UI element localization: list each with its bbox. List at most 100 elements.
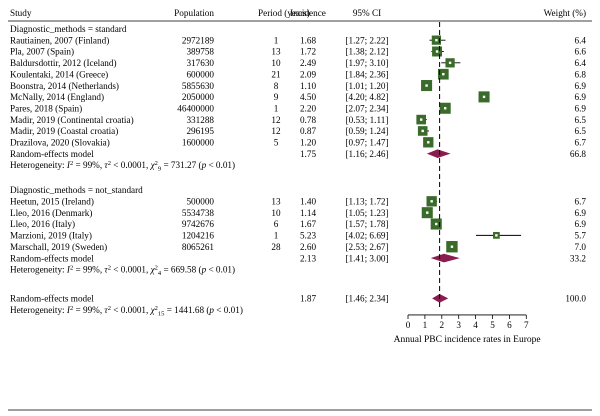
study-weight-9: 6.7 — [575, 138, 587, 148]
study-period-12: 6 — [274, 219, 279, 229]
study-point-10 — [430, 200, 433, 203]
study-ci-14: [2.53; 2.67] — [345, 242, 388, 252]
x-tick-label-1: 1 — [423, 320, 428, 330]
group-heterogeneity-1-part-5: < 0.0001, — [111, 265, 151, 275]
group-heterogeneity-1-part-7: 2 — [155, 265, 158, 272]
group-heterogeneity-1-part-4: 2 — [108, 265, 111, 272]
group-heterogeneity-0-part-5: < 0.0001, — [111, 160, 151, 170]
study-incidence-7: 0.78 — [300, 115, 316, 125]
study-name-8: Madir, 2019 (Coastal croatia) — [10, 126, 118, 136]
overall-heterogeneity-part-5: < 0.0001, — [111, 305, 151, 315]
x-tick-label-4: 4 — [473, 320, 478, 330]
overall-diamond — [432, 294, 449, 303]
group-diamond-0 — [426, 149, 451, 158]
study-period-14: 28 — [271, 242, 281, 252]
x-axis-label: Annual PBC incidence rates in Europe — [394, 335, 541, 345]
overall-heterogeneity-part-9: = 1441.68 ( — [164, 305, 209, 315]
study-incidence-3: 2.09 — [300, 69, 316, 79]
study-period-6: 1 — [274, 103, 279, 113]
group-heterogeneity-0-part-3: τ — [104, 160, 108, 170]
overall-heterogeneity: Heterogeneity: I2 = 99%, τ2 < 0.0001, χ2… — [10, 305, 243, 318]
study-ci-7: [0.53; 1.11] — [346, 115, 389, 125]
study-population-3: 600000 — [186, 69, 214, 79]
x-tick-label-0: 0 — [406, 320, 411, 330]
study-weight-7: 6.5 — [575, 115, 587, 125]
header-population: Population — [174, 8, 214, 18]
group-diamond-1 — [430, 253, 460, 263]
study-period-13: 1 — [274, 231, 279, 241]
study-period-3: 21 — [271, 69, 281, 79]
group-heterogeneity-1-part-8: 4 — [158, 270, 162, 277]
study-point-3 — [442, 73, 445, 76]
study-period-11: 10 — [271, 208, 281, 218]
study-name-12: Lleo, 2016 (Italy) — [10, 219, 75, 229]
group-heterogeneity-1-part-10: p — [201, 265, 207, 275]
group-heterogeneity-1-part-11: < 0.01) — [206, 265, 235, 275]
study-weight-14: 7.0 — [575, 242, 587, 252]
study-weight-12: 6.9 — [575, 219, 587, 229]
study-weight-1: 6.6 — [575, 47, 587, 57]
study-name-1: Pla, 2007 (Spain) — [10, 47, 74, 57]
study-weight-0: 6.4 — [575, 35, 587, 45]
group-summary-label-0: Random-effects model — [10, 149, 94, 159]
group-heterogeneity-0-prefix: Heterogeneity: — [10, 160, 67, 170]
group-heterogeneity-1: Heterogeneity: I2 = 99%, τ2 < 0.0001, χ2… — [10, 265, 235, 278]
study-name-11: Lleo, 2016 (Denmark) — [10, 208, 92, 218]
study-incidence-2: 2.49 — [300, 58, 316, 68]
group-heterogeneity-0-part-7: 2 — [155, 160, 158, 167]
group-label-1: Diagnostic_methods = not_standard — [10, 185, 143, 195]
study-weight-13: 5.7 — [575, 231, 587, 241]
x-tick-label-2: 2 — [440, 320, 445, 330]
overall-heterogeneity-part-4: 2 — [108, 305, 111, 312]
study-incidence-4: 1.10 — [300, 81, 316, 91]
study-incidence-9: 1.20 — [300, 138, 316, 148]
study-name-7: Madir, 2019 (Continental croatia) — [10, 115, 134, 125]
x-tick-label-3: 3 — [456, 320, 461, 330]
study-name-6: Pares, 2018 (Spain) — [10, 103, 82, 113]
study-weight-11: 6.9 — [575, 208, 587, 218]
study-weight-5: 6.9 — [575, 92, 587, 102]
group-heterogeneity-0-part-6: χ — [150, 160, 156, 170]
group-heterogeneity-1-part-3: τ — [104, 265, 108, 275]
study-name-2: Baldursdottir, 2012 (Iceland) — [10, 58, 117, 68]
study-population-8: 296195 — [186, 126, 214, 136]
study-period-1: 13 — [271, 47, 281, 57]
group-heterogeneity-0-part-1: 2 — [70, 160, 73, 167]
group-summary-ci-1: [1.41; 3.00] — [345, 253, 388, 263]
header-study: Study — [10, 8, 32, 18]
study-population-9: 1600000 — [182, 138, 215, 148]
study-population-12: 9742676 — [182, 219, 215, 229]
study-ci-5: [4.20; 4.82] — [345, 92, 388, 102]
study-weight-4: 6.9 — [575, 81, 587, 91]
overall-weight: 100.0 — [565, 294, 586, 304]
group-heterogeneity-0-part-11: < 0.01) — [206, 160, 235, 170]
study-name-9: Drazilova, 2020 (Slovakia) — [10, 138, 110, 148]
group-heterogeneity-0-part-8: 9 — [158, 166, 161, 173]
study-population-0: 2972189 — [182, 35, 215, 45]
study-ci-2: [1.97; 3.10] — [345, 58, 388, 68]
study-name-5: McNally, 2014 (England) — [10, 92, 104, 102]
overall-heterogeneity-prefix: Heterogeneity: — [10, 305, 67, 315]
group-summary-incidence-0: 1.75 — [300, 149, 316, 159]
study-period-4: 8 — [274, 81, 279, 91]
study-ci-6: [2.07; 2.34] — [345, 103, 388, 113]
header-incidence: Incidence — [290, 8, 326, 18]
study-ci-11: [1.05; 1.23] — [345, 208, 388, 218]
header-period: Period (years) — [258, 8, 310, 18]
header-ci: 95% CI — [353, 8, 381, 18]
study-name-0: Rautiainen, 2007 (Finland) — [10, 35, 109, 45]
group-heterogeneity-1-prefix: Heterogeneity: — [10, 265, 67, 275]
study-name-10: Heetun, 2015 (Ireland) — [10, 197, 94, 207]
study-period-5: 9 — [274, 92, 279, 102]
study-ci-1: [1.38; 2.12] — [345, 47, 388, 57]
study-population-13: 1204216 — [182, 231, 215, 241]
study-point-11 — [426, 211, 429, 214]
study-incidence-10: 1.40 — [300, 197, 316, 207]
overall-summary-label: Random-effects model — [10, 294, 94, 304]
study-incidence-14: 2.60 — [300, 242, 316, 252]
study-ci-0: [1.27; 2.22] — [345, 35, 388, 45]
overall-heterogeneity-part-1: 2 — [70, 305, 73, 312]
header-weight: Weight (%) — [544, 8, 586, 18]
study-period-2: 10 — [271, 58, 281, 68]
group-heterogeneity-1-part-1: 2 — [70, 265, 73, 272]
